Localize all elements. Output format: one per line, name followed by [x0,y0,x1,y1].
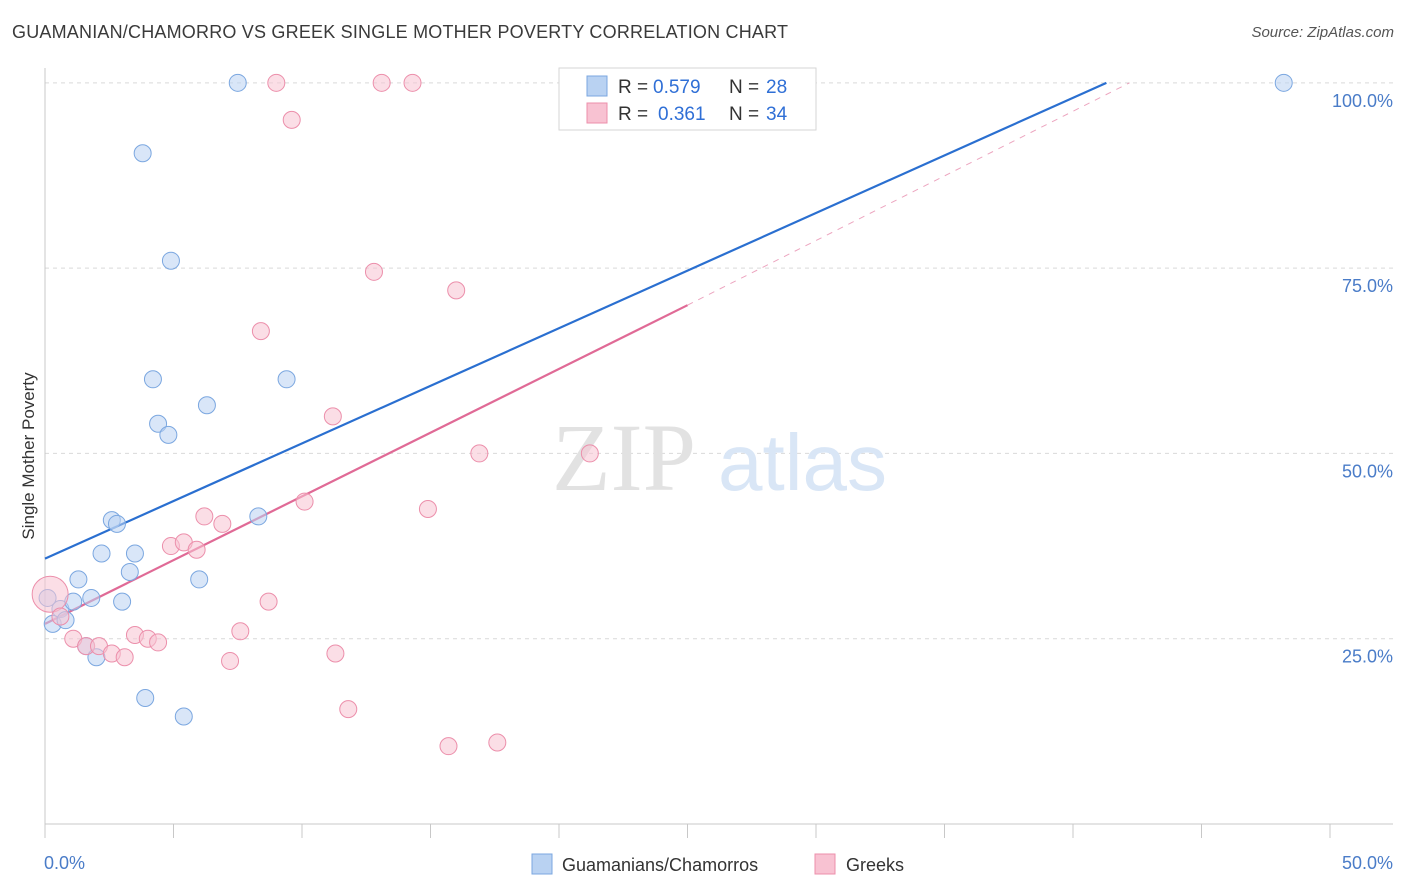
trendline-greeks-extension [687,82,1130,306]
bottom-legend: Guamanians/Chamorros Greeks [531,853,904,875]
top-legend: R = 0.579 N = 28 R = 0.361 N = 34 [558,67,817,131]
point-guamanian-20 [161,251,180,270]
point-greek-33 [580,444,599,463]
point-guamanian-15 [136,689,155,707]
point-guamanian-12 [113,592,132,611]
point-greek-16 [231,622,250,641]
point-greek-1 [51,607,70,626]
point-greek-32 [488,733,507,752]
y-tick-label-100: 100.0% [1332,91,1393,111]
x-ticks [44,824,1331,838]
grid-lines [45,82,1393,640]
legend-swatch-blue [586,75,608,97]
point-greek-23 [326,644,345,663]
point-guamanian-7 [82,588,101,607]
point-guamanian-11 [107,514,126,533]
point-greek-28 [418,500,437,518]
legend-n-label-2: N = [729,104,759,125]
watermark: ZIP atlas [552,404,887,511]
point-guamanian-23 [197,396,216,415]
point-greek-9 [149,633,168,652]
legend-r-label-2: R = [618,104,648,125]
bottom-legend-label-blue: Guamanians/Chamorros [562,855,758,875]
trendlines [44,81,1130,625]
point-greek-0 [31,575,69,613]
x-tick-label-min: 0.0% [44,853,85,873]
point-guamanian-16 [133,144,152,163]
point-greek-14 [213,514,232,533]
point-greek-17 [251,322,270,341]
point-greek-21 [295,492,314,511]
point-greek-18 [259,592,278,611]
y-tick-label-50: 50.0% [1342,461,1393,481]
watermark-zip: ZIP [552,404,696,511]
y-tick-label-75: 75.0% [1342,276,1393,296]
point-guamanian-22 [190,570,209,589]
point-greek-25 [364,262,383,281]
point-guamanian-14 [125,544,144,563]
y-tick-labels: 25.0% 50.0% 75.0% 100.0% [1332,91,1393,667]
point-guamanian-13 [120,563,139,581]
x-tick-labels: 0.0% 50.0% [44,853,1393,873]
source-label: Source: ZipAtlas.com [1251,24,1394,41]
point-guamanian-18 [149,414,168,433]
legend-n-label-1: N = [729,77,759,98]
axes [44,68,1393,825]
point-greek-24 [339,700,358,719]
legend-r-value-1: 0.579 [653,77,701,98]
x-tick-label-max: 50.0% [1342,853,1393,873]
legend-r-value-2: 0.361 [658,104,706,125]
y-axis-title: Single Mother Poverty [19,372,38,540]
legend-r-label-1: R = [618,77,648,98]
trendline-greeks [44,304,688,625]
point-greek-13 [195,507,214,526]
point-guamanian-25 [249,507,268,526]
point-greek-12 [187,540,206,559]
y-tick-label-25: 25.0% [1342,647,1393,667]
point-guamanian-21 [174,707,193,726]
data-points [31,73,1293,756]
point-guamanian-26 [277,370,296,389]
point-greek-15 [221,651,240,670]
point-greek-30 [447,281,466,300]
point-greek-22 [323,407,342,426]
point-greek-31 [470,444,489,463]
chart-title: GUAMANIAN/CHAMORRO VS GREEK SINGLE MOTHE… [12,22,789,42]
legend-n-value-2: 34 [766,104,788,125]
point-guamanian-9 [92,544,111,563]
point-greek-20 [282,110,301,129]
point-greek-6 [115,648,134,667]
point-greek-27 [403,73,422,92]
bottom-legend-label-pink: Greeks [846,855,904,875]
point-guamanian-17 [143,370,162,389]
point-guamanian-19 [159,425,178,444]
trendline-guamanians [44,81,1107,560]
bottom-legend-swatch-blue [531,853,553,875]
point-greek-29 [439,737,458,756]
point-guamanian-5 [69,570,88,589]
legend-swatch-pink [586,102,608,124]
point-guamanian-24 [228,73,247,92]
bottom-legend-swatch-pink [814,853,836,875]
legend-n-value-1: 28 [766,77,787,98]
point-greek-26 [372,73,391,92]
point-guamanian-27 [1274,73,1293,92]
point-greek-19 [267,73,286,92]
watermark-atlas: atlas [718,418,887,507]
